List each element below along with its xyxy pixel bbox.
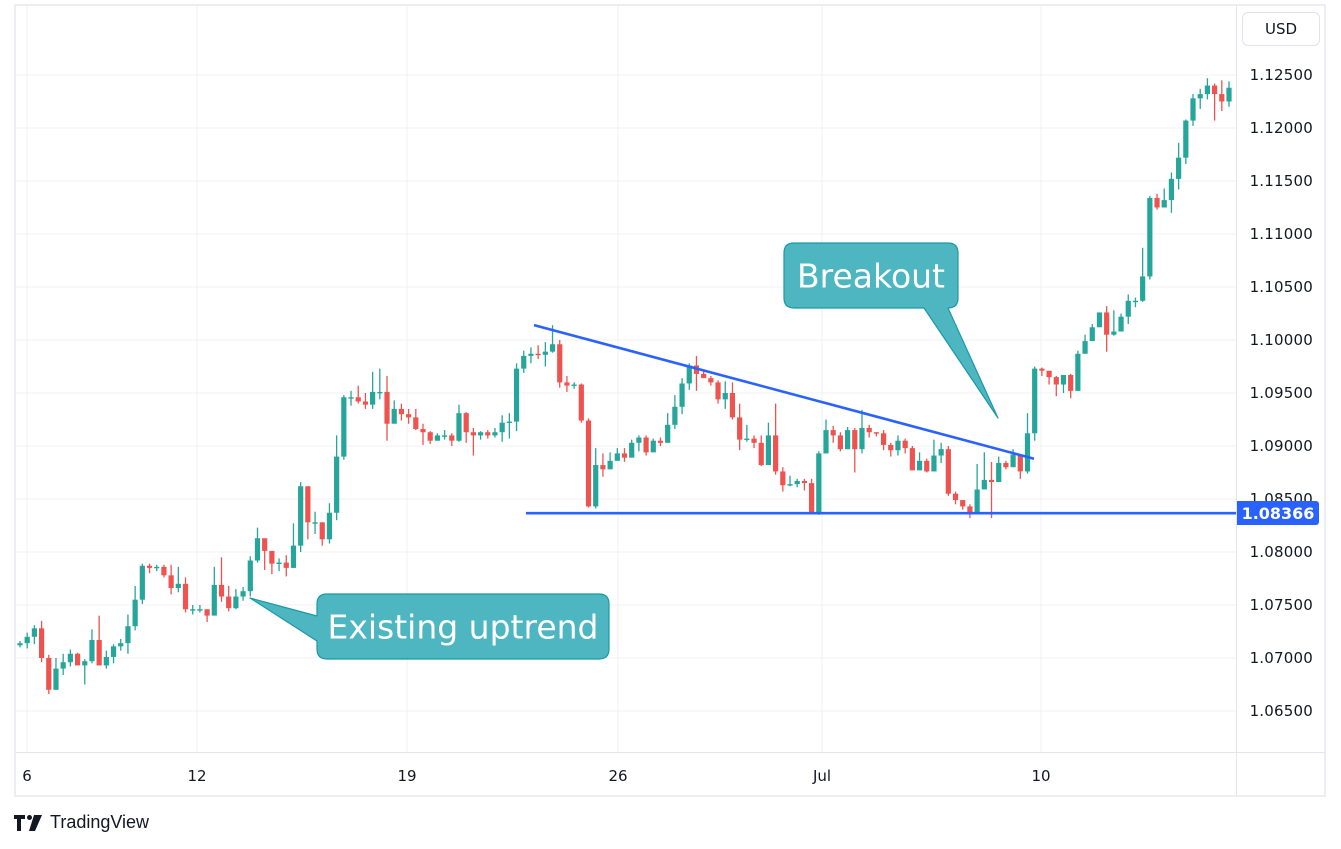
axis-corner [1236,752,1325,796]
chart-frame [14,4,1326,797]
price-axis[interactable]: 1.12500 1.12000 1.11500 1.11000 1.10500 1.100… [1236,6,1325,752]
time-tick-label: 6 [22,767,32,785]
time-axis[interactable]: 6 12 19 26 Jul 10 [16,752,1236,796]
price-tick-label: 1.10000 [1249,331,1313,349]
brand-name: TradingView [50,812,150,832]
chart-plot-area[interactable]: Breakout Existing uptrend [16,6,1236,752]
time-tick-label: 26 [608,767,628,785]
svg-text:Existing uptrend: Existing uptrend [327,608,598,647]
tradingview-branding[interactable]: TradingView [14,812,149,833]
current-price-label: 1.08366 [1237,501,1319,525]
price-tick-label: 1.12000 [1249,119,1313,137]
price-tick-label: 1.12500 [1249,66,1313,84]
time-tick-label: Jul [812,767,832,785]
price-tick-label: 1.10500 [1249,278,1313,296]
time-tick-label: 12 [187,767,207,785]
svg-text:Breakout: Breakout [797,257,945,296]
price-tick-label: 1.11500 [1249,172,1313,190]
price-tick-label: 1.09500 [1249,384,1313,402]
price-tick-label: 1.07500 [1249,596,1313,614]
tradingview-logo-icon [14,814,42,831]
price-tick-label: 1.08000 [1249,543,1313,561]
existing-uptrend-callout[interactable]: Existing uptrend [249,593,610,660]
price-tick-label: 1.07000 [1249,649,1313,667]
time-tick-label: 19 [397,767,417,785]
currency-button[interactable]: USD [1242,12,1320,46]
time-tick-label: 10 [1031,767,1051,785]
breakout-callout[interactable]: Breakout [783,242,999,419]
price-tick-label: 1.06500 [1249,702,1313,720]
candlestick-chart: Breakout Existing uptrend [16,6,1236,752]
price-tick-label: 1.09000 [1249,437,1313,455]
descending-resistance-trendline[interactable] [533,323,1035,460]
price-tick-label: 1.11000 [1249,225,1313,243]
candles [17,78,1232,695]
